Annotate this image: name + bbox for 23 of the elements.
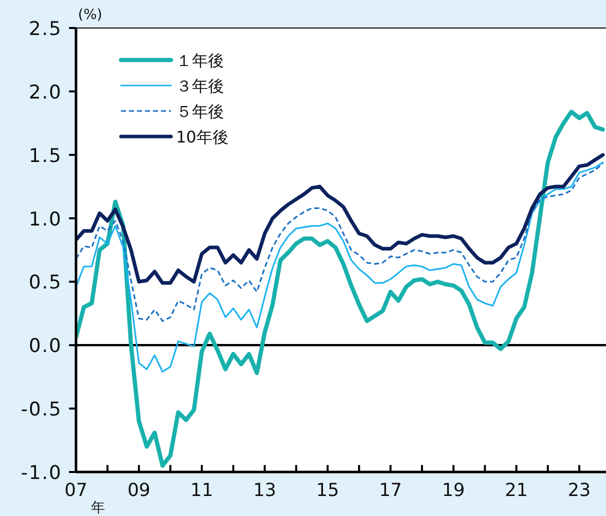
x-axis-title: 年 [91,500,105,516]
x-tick-label: 15 [316,480,340,501]
x-tick-label: 09 [127,480,150,501]
y-tick-label: 0.5 [28,272,62,294]
x-tick-label: 19 [442,480,465,501]
y-axis-title: (%) [78,7,102,23]
x-tick-label: 11 [190,480,214,501]
x-tick-label: 07 [64,480,88,501]
y-tick-label: -1.0 [20,462,62,484]
x-tick-label: 17 [379,480,402,501]
legend-label: ３年後 [176,76,224,96]
legend-label: ５年後 [176,102,224,121]
y-tick-label: 1.0 [28,208,62,230]
y-tick-label: 1.5 [28,144,62,167]
legend-label: 10年後 [176,128,228,146]
y-tick-label: 2.0 [28,81,62,104]
x-tick-label: 23 [568,480,591,501]
y-tick-label: -0.5 [20,398,62,421]
x-tick-label: 13 [253,480,276,501]
legend-label: １年後 [176,51,224,70]
y-tick-label: 0.0 [28,335,62,358]
y-tick-label: 2.5 [28,18,62,40]
x-tick-label: 21 [504,480,528,501]
